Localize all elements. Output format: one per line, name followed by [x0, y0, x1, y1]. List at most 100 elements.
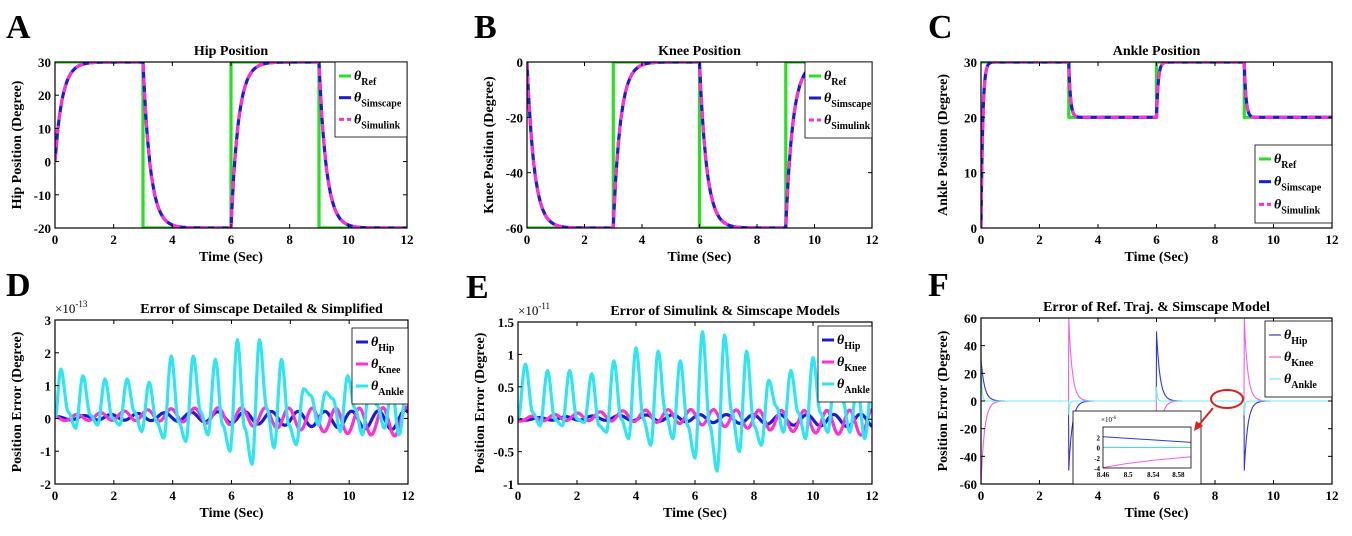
legend-symbol: θ — [354, 112, 362, 127]
y-tick-label: -1 — [40, 444, 51, 459]
x-tick-label: 0 — [524, 232, 531, 247]
legend-label-hip: θHip — [1284, 328, 1308, 347]
inset-y-tick-label: 0 — [1097, 445, 1101, 453]
y-axis-label: Position Error (Degree) — [473, 332, 488, 473]
series-line-knee — [518, 408, 872, 437]
plot-area — [981, 318, 1332, 484]
y-tick-label: -20 — [960, 422, 977, 437]
x-axis-label: Time (Sec) — [199, 250, 263, 265]
y-axis-label: Position Error (Degree) — [936, 330, 951, 471]
legend-subscript: Simulink — [361, 120, 400, 131]
y-tick-label: 0 — [971, 394, 978, 409]
legend-symbol: θ — [837, 377, 845, 392]
x-tick-label: 12 — [1326, 488, 1339, 503]
x-tick-label: 10 — [342, 232, 355, 247]
legend-symbol: θ — [824, 91, 832, 106]
legend-subscript: Knee — [378, 365, 401, 376]
y-tick-label: 10 — [964, 166, 977, 181]
y-tick-label: 30 — [38, 55, 51, 70]
y-axis-label: Hip Position (Degree) — [10, 80, 25, 209]
legend-subscript: Ref — [1281, 160, 1297, 171]
y-tick-label: 0 — [517, 55, 524, 70]
x-tick-label: 6 — [228, 488, 235, 503]
x-tick-label: 4 — [169, 232, 176, 247]
legend-subscript: Ankle — [378, 387, 404, 398]
x-tick-label: 8 — [754, 232, 761, 247]
x-tick-label: 12 — [866, 488, 879, 503]
x-axis-label: Time (Sec) — [1125, 506, 1189, 521]
x-tick-label: 8 — [287, 488, 294, 503]
legend-symbol: θ — [837, 333, 845, 348]
inset-scale-exponent: -6 — [1112, 416, 1117, 421]
zoom-arrow-head — [1194, 421, 1203, 431]
panel-f: F Error of Ref. Traj. & Simscape Model 0 2 4… — [928, 267, 1339, 521]
inset-scale-factor: ×10-6 — [1101, 416, 1117, 424]
series-line-ankle — [518, 330, 872, 473]
legend-symbol: θ — [824, 113, 832, 128]
legend-symbol: θ — [371, 357, 379, 372]
series-line-ankle — [55, 338, 408, 466]
legend-symbol: θ — [1284, 372, 1292, 387]
panel-d: D Error of Simscape Detailed & Simplified… — [6, 267, 415, 521]
legend-symbol: θ — [1274, 152, 1282, 167]
y-tick-label: -20 — [34, 221, 51, 236]
legend-subscript: Simscape — [1281, 183, 1322, 194]
x-tick-label: 6 — [1153, 232, 1160, 247]
inset-scale-base: ×10 — [1101, 416, 1112, 424]
y-tick-label: 20 — [964, 110, 977, 125]
legend-symbol: θ — [354, 69, 362, 84]
y-tick-label: 60 — [964, 311, 977, 326]
legend-symbol: θ — [1274, 197, 1282, 212]
x-tick-label: 0 — [978, 232, 985, 247]
chart-title: Hip Position — [194, 44, 269, 59]
inset-y-tick-label: 2 — [1097, 434, 1101, 442]
x-tick-label: 6 — [1153, 488, 1160, 503]
zoom-arrow-line — [1197, 407, 1214, 427]
x-tick-label: 8 — [751, 488, 758, 503]
scale-exponent: -13 — [75, 299, 87, 309]
legend-symbol: θ — [824, 69, 832, 84]
x-tick-label: 4 — [639, 232, 646, 247]
legend-symbol: θ — [371, 335, 379, 350]
legend-label-simscape: θSimscape — [1274, 175, 1322, 194]
scale-factor: ×10-11 — [518, 301, 550, 318]
y-tick-label: 10 — [38, 121, 51, 136]
legend-subscript: Knee — [1291, 358, 1314, 369]
x-tick-label: 8 — [286, 232, 293, 247]
legend-label-knee: θKnee — [837, 355, 867, 374]
y-tick-label: 1.5 — [498, 315, 515, 330]
x-tick-label: 12 — [1326, 232, 1339, 247]
legend-symbol: θ — [1284, 350, 1292, 365]
panel-letter: C — [928, 9, 953, 46]
x-axis-label: Time (Sec) — [663, 506, 727, 521]
legend-subscript: Hip — [378, 343, 395, 354]
y-tick-label: 0 — [45, 411, 52, 426]
zoom-ellipse-marker — [1210, 389, 1244, 409]
legend-subscript: Knee — [844, 363, 867, 374]
x-tick-label: 12 — [866, 232, 879, 247]
y-tick-label: 1 — [45, 379, 52, 394]
x-tick-label: 0 — [52, 488, 59, 503]
legend-label-simscape: θSimscape — [824, 91, 872, 110]
x-tick-label: 10 — [1267, 488, 1280, 503]
y-tick-label: -60 — [960, 477, 977, 492]
y-tick-label: 3 — [45, 313, 52, 328]
legend-symbol: θ — [371, 379, 379, 394]
legend-subscript: Simscape — [361, 99, 402, 110]
legend-subscript: Ankle — [1291, 380, 1317, 391]
chart-title: Error of Ref. Traj. & Simscape Model — [1043, 300, 1270, 315]
x-tick-label: 4 — [633, 488, 640, 503]
y-tick-label: 40 — [964, 339, 977, 354]
legend-label-ankle: θAnkle — [837, 377, 870, 396]
y-tick-label: -10 — [34, 188, 51, 203]
y-axis-label: Ankle Position (Degree) — [936, 74, 951, 216]
inset-x-tick-label: 8.54 — [1147, 471, 1160, 479]
plot-area — [981, 62, 1332, 228]
x-tick-label: 12 — [402, 488, 415, 503]
inset-y-tick-label: -2 — [1094, 455, 1100, 463]
